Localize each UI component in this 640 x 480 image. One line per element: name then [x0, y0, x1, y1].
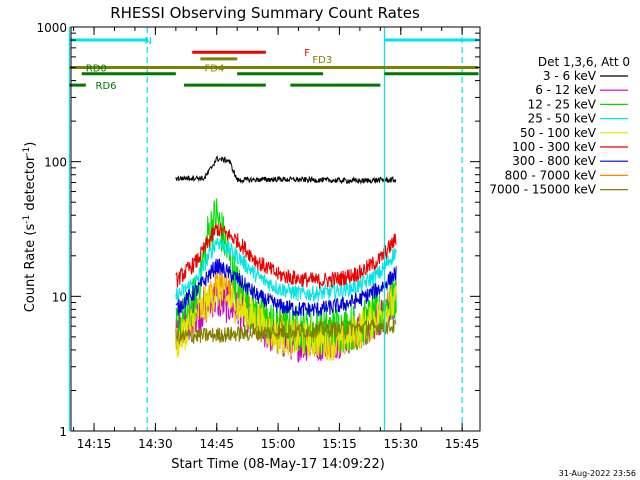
- x-tick-label-1: 14:30: [138, 437, 173, 451]
- timestamp: 31-Aug-2022 23:56: [559, 469, 636, 478]
- legend-label-2: 12 - 25 keV: [528, 97, 597, 111]
- x-tick-label-6: 15:45: [445, 437, 480, 451]
- legend-label-5: 100 - 300 keV: [512, 140, 596, 154]
- x-tick-label-2: 14:45: [199, 437, 234, 451]
- y-tick-label-3: 1000: [36, 21, 67, 35]
- status-bar-label-n: N: [145, 36, 152, 47]
- legend-header: Det 1,3,6, Att 0: [538, 55, 630, 69]
- legend-label-8: 7000 - 15000 keV: [489, 183, 596, 197]
- series-line-5: [175, 222, 397, 289]
- plot-background: [71, 27, 480, 431]
- legend-label-4: 50 - 100 keV: [520, 126, 597, 140]
- y-axis-label-main: Count Rate (s: [23, 224, 38, 313]
- status-bar-label-fd4: FD4: [205, 64, 225, 75]
- series-layer: [175, 155, 397, 363]
- x-tick-label-5: 15:30: [383, 437, 418, 451]
- plot-frame: [70, 26, 481, 432]
- legend-label-3: 25 - 50 keV: [528, 112, 597, 126]
- series-line-0: [175, 155, 397, 185]
- series-line-8: [175, 318, 397, 345]
- x-tick-label-4: 15:15: [322, 437, 357, 451]
- axes-layer: 1 10 100 1000 14:15 14:30 14:45 15:00 15:15 15:30…: [36, 21, 481, 451]
- legend-label-7: 800 - 7000 keV: [505, 168, 597, 182]
- legend-label-0: 3 - 6 keV: [543, 69, 597, 83]
- status-bar-label-rd0: RD0: [86, 64, 107, 75]
- y-tick-label-1: 10: [52, 290, 67, 304]
- status-bar-label-fd3: FD3: [312, 55, 332, 66]
- legend-label-6: 300 - 800 keV: [512, 154, 596, 168]
- plot-area: [71, 27, 480, 431]
- y-axis-label: Count Rate (s-1 detector-1): [22, 142, 38, 313]
- y-axis-label-sup2: -1: [22, 147, 32, 156]
- status-bar-label-rd6: RD6: [96, 81, 117, 92]
- y-tick-label-0: 1: [59, 425, 67, 439]
- y-tick-label-2: 100: [44, 156, 67, 170]
- x-tick-label-0: 14:15: [77, 437, 112, 451]
- x-tick-label-3: 15:00: [261, 437, 296, 451]
- legend-label-1: 6 - 12 keV: [535, 83, 597, 97]
- series-line-6: [175, 258, 397, 318]
- x-axis-label: Start Time (08-May-17 14:09:22): [171, 457, 385, 472]
- y-axis-label-end: ): [23, 142, 38, 147]
- chart-title: RHESSI Observing Summary Count Rates: [110, 4, 420, 22]
- series-line-3: [175, 237, 397, 303]
- y-axis-label-mid: detector: [23, 155, 38, 215]
- y-axis-label-sup1: -1: [22, 215, 32, 224]
- status-bar-label-f: F: [304, 48, 310, 59]
